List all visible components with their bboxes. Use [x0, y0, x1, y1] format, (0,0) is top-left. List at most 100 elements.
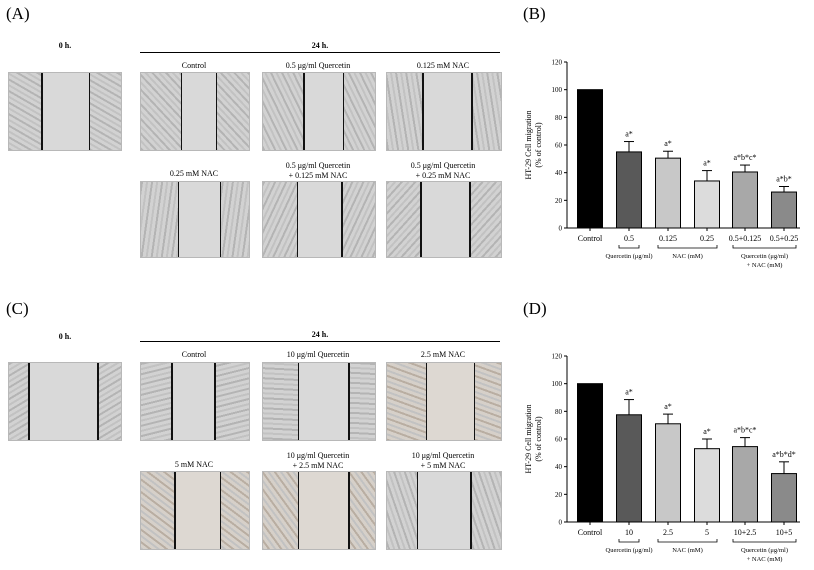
wound-gap	[296, 182, 342, 257]
wound-gap	[28, 363, 98, 440]
wound-edge-right	[219, 472, 222, 549]
y-tick-label-d: 20	[555, 491, 563, 499]
wound-edge-left	[416, 472, 419, 549]
wound-edge-left	[422, 73, 424, 150]
wound-edge-left	[177, 182, 180, 257]
group-bracket-combo-d	[732, 539, 797, 543]
wound-gap	[422, 73, 472, 150]
panel-label-d: (D)	[523, 299, 547, 318]
wound-edge-right	[348, 363, 350, 440]
y-tick-label-d: 100	[552, 380, 563, 388]
wound-edge-right	[469, 182, 471, 257]
bar-b	[732, 171, 758, 229]
wound-gap	[171, 363, 215, 440]
group-bracket-quercetin-b	[618, 245, 640, 249]
group-label-nac-d: NAC (mM)	[672, 547, 703, 554]
bar-d	[694, 448, 720, 523]
x-tick-label-d: 10+2.5	[734, 528, 757, 537]
significance-label-d: a*b*d*	[772, 450, 796, 459]
wound-edge-left	[28, 363, 30, 440]
group-label-combo-d: Quercetin (μg/ml)	[741, 547, 788, 554]
y-tick-label-d: 0	[559, 519, 563, 527]
y-tick-label-b: 40	[555, 169, 563, 177]
x-tick-label-d: 10+5	[776, 528, 793, 537]
bar-d	[577, 383, 603, 523]
bar-d	[771, 473, 797, 523]
x-tick-label-b: 0.125	[659, 234, 677, 243]
bar-b	[655, 157, 681, 229]
group-label-combo-line2-d: + NAC (mM)	[747, 556, 783, 563]
condition-label-a-4: 0.25 mM NAC	[169, 169, 219, 178]
time-24h-label-c: 24 h.	[311, 330, 329, 339]
wound-image-24h-a-1	[140, 72, 250, 151]
condition-label-c-5: 10 μg/ml Quercetin	[286, 451, 350, 460]
condition-label-a-5-line2: + 0.125 mM NAC	[288, 171, 348, 180]
x-tick-label-d: 5	[705, 528, 709, 537]
wound-edge-right	[219, 182, 222, 257]
y-tick-label-b: 60	[555, 142, 563, 150]
wound-edge-left	[297, 472, 300, 549]
wound-gap	[303, 73, 343, 150]
wound-edge-right	[215, 73, 218, 150]
y-tick-label-b: 100	[552, 86, 563, 94]
wound-edge-right	[348, 472, 350, 549]
x-tick-label-b: 0.5+0.125	[729, 234, 762, 243]
wound-image-24h-a-3	[386, 72, 502, 151]
group-label-quercetin-d: Quercetin (μg/ml)	[606, 547, 653, 554]
y-axis-label-line2-b: (% of control)	[534, 122, 543, 168]
x-tick-label-b: 0.5+0.25	[770, 234, 799, 243]
wound-edge-left	[41, 73, 43, 150]
group-label-combo-line2-b: + NAC (mM)	[747, 262, 783, 269]
condition-label-a-5: 0.5 μg/ml Quercetin	[285, 161, 351, 170]
significance-label-d: a*b*c*	[733, 426, 756, 435]
wound-edge-left	[174, 472, 176, 549]
wound-image-24h-a-4	[140, 181, 250, 258]
wound-edge-left	[425, 363, 428, 440]
panel-label-c: (C)	[6, 299, 29, 318]
wound-image-24h-c-2	[262, 362, 376, 441]
wound-image-0h-c	[8, 362, 122, 441]
y-tick-label-d: 40	[555, 463, 563, 471]
wound-edge-left	[297, 363, 300, 440]
y-axis-label-line2-d: (% of control)	[534, 416, 543, 462]
x-tick-label-b: Control	[578, 234, 603, 243]
condition-label-c-1: Control	[181, 350, 207, 359]
bar-d	[732, 446, 758, 523]
wound-image-24h-a-6	[386, 181, 502, 258]
time-0h-label-a: 0 h.	[58, 41, 72, 50]
panel-label-a: (A)	[6, 4, 30, 23]
wound-edge-left	[171, 363, 173, 440]
group-bracket-quercetin-d	[618, 539, 640, 543]
wound-edge-left	[303, 73, 305, 150]
wound-edge-right	[88, 73, 91, 150]
wound-edge-left	[296, 182, 299, 257]
group-label-quercetin-b: Quercetin (μg/ml)	[606, 253, 653, 260]
group-bracket-nac-d	[657, 539, 718, 543]
wound-gap	[41, 73, 89, 150]
bar-b	[577, 89, 603, 229]
y-tick-label-b: 0	[559, 225, 563, 233]
wound-edge-right	[342, 73, 345, 150]
y-axis-label-b: HT-29 Cell migration	[524, 110, 533, 179]
panel-label-b: (B)	[523, 4, 546, 23]
wound-gap	[420, 182, 470, 257]
time-24h-divider-a	[140, 52, 500, 53]
time-24h-divider-c	[140, 341, 500, 342]
group-bracket-nac-b	[657, 245, 718, 249]
wound-edge-right	[341, 182, 343, 257]
wound-gap	[177, 182, 220, 257]
condition-label-a-3: 0.125 mM NAC	[416, 61, 470, 70]
y-tick-label-d: 80	[555, 408, 563, 416]
condition-label-c-4: 5 mM NAC	[174, 460, 214, 469]
significance-label-d: a*	[664, 402, 672, 411]
wound-edge-left	[180, 73, 183, 150]
y-tick-label-d: 120	[552, 353, 563, 361]
wound-gap	[297, 363, 349, 440]
wound-edge-right	[471, 73, 473, 150]
significance-label-b: a*b*c*	[733, 153, 756, 162]
condition-label-c-5-line2: + 2.5 mM NAC	[292, 461, 344, 470]
group-bracket-combo-b	[732, 245, 797, 249]
wound-image-0h-a	[8, 72, 122, 151]
time-24h-label-a: 24 h.	[311, 41, 329, 50]
